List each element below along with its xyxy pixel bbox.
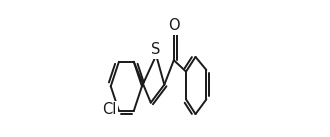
Text: O: O — [168, 18, 180, 33]
Text: S: S — [151, 42, 161, 57]
Text: Cl: Cl — [102, 102, 117, 117]
